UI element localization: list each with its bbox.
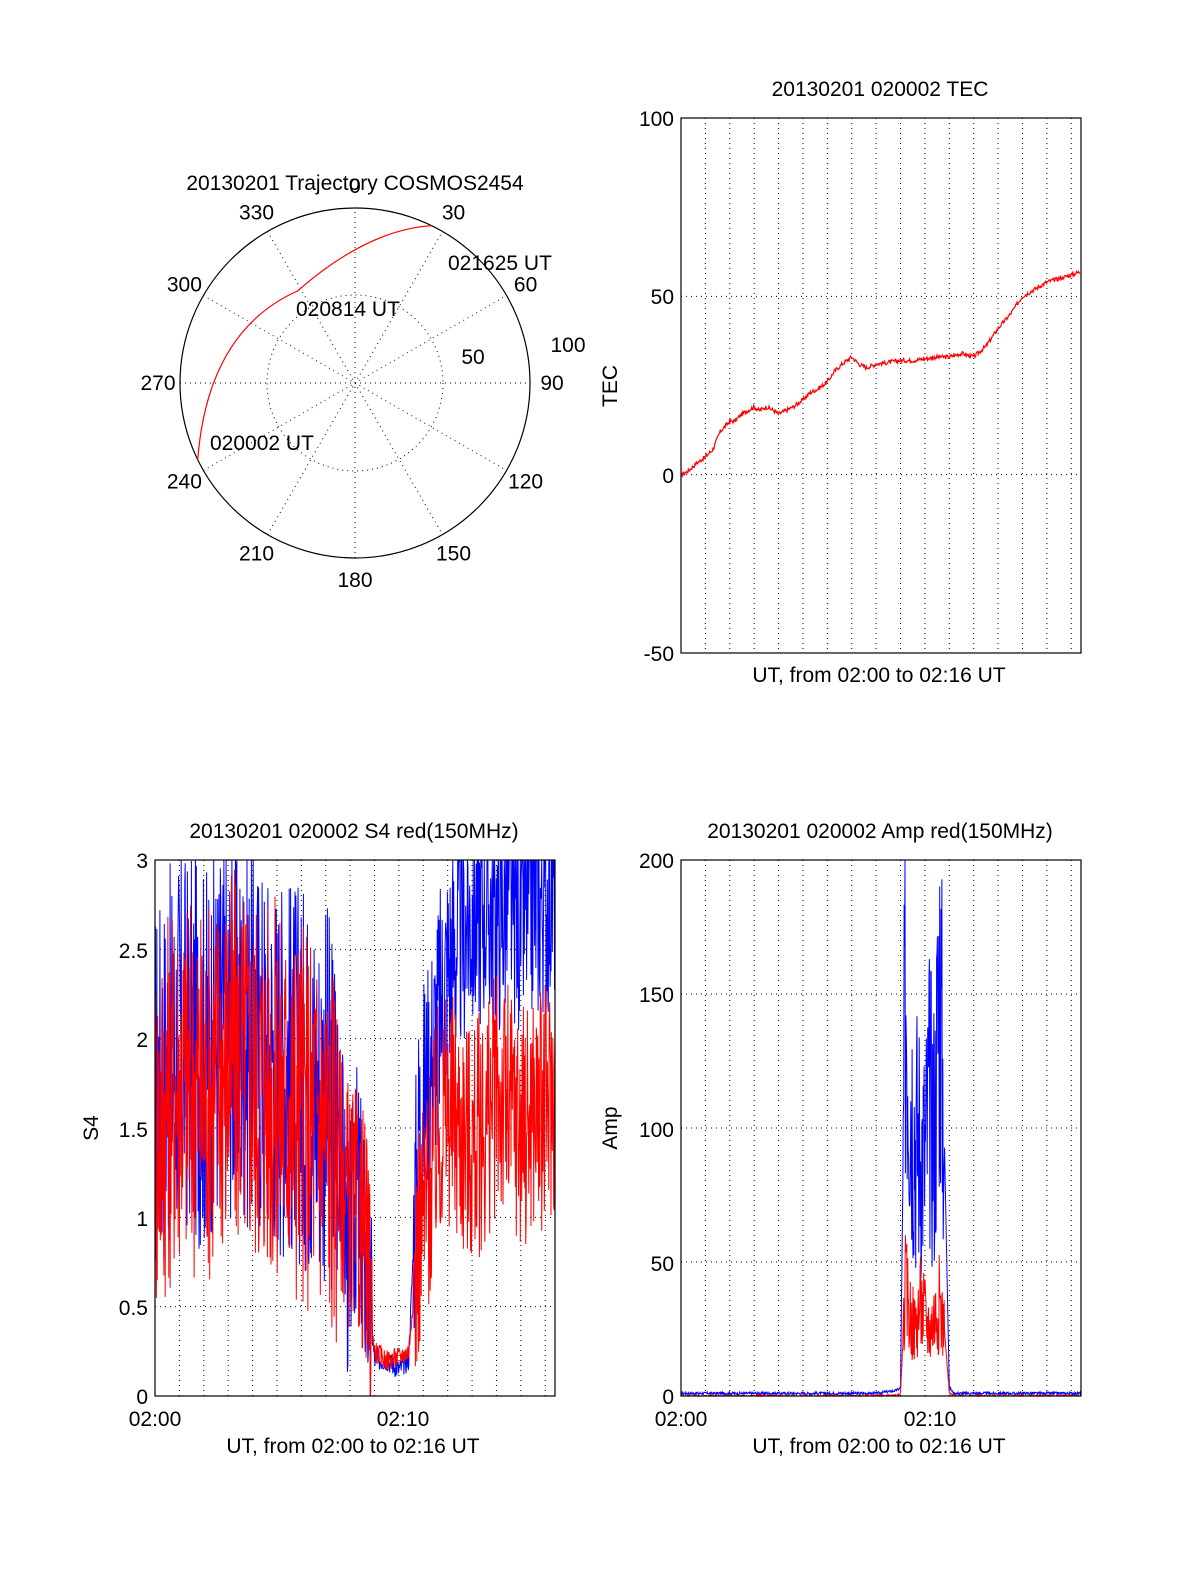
polar-radial-label-50: 50 — [461, 346, 484, 369]
polar-trajectory-panel: 20130201 Trajectory COSMOS2454 0 30 60 90 12… — [140, 172, 585, 592]
tec-series-group — [680, 269, 1082, 479]
tec-ytick-0: 0 — [662, 465, 674, 488]
s4-series-group — [154, 859, 556, 1397]
s4-plot-frame — [154, 859, 556, 1397]
polar-radial-label-100: 100 — [550, 334, 585, 357]
s4-panel: 20130201 020002 S4 red(150MHz) 3 2.5 2 1… — [80, 820, 556, 1458]
s4-xtick-0210: 02:10 — [377, 1408, 430, 1431]
s4-ylabel: S4 — [80, 1115, 103, 1141]
tec-grid — [681, 118, 1081, 653]
s4-ytick-0-5: 0.5 — [119, 1297, 148, 1320]
tec-ytick-100: 100 — [639, 108, 674, 131]
amp-panel: 20130201 020002 Amp red(150MHz) 200 150 … — [599, 820, 1082, 1458]
polar-title: 20130201 Trajectory COSMOS2454 — [186, 172, 524, 195]
s4-ytick-3: 3 — [136, 850, 148, 873]
series-line-2 — [154, 869, 556, 1397]
tec-panel: 20130201 020002 TEC 100 50 0 -50 TEC UT,… — [599, 78, 1082, 687]
polar-azimuth-label: 330 — [239, 201, 274, 224]
s4-title: 20130201 020002 S4 red(150MHz) — [189, 820, 518, 843]
amp-ytick-0: 0 — [662, 1386, 674, 1409]
s4-xlabel: UT, from 02:00 to 02:16 UT — [226, 1435, 479, 1458]
polar-inner-circle — [266, 294, 444, 472]
amp-ytick-100: 100 — [639, 1119, 674, 1142]
amp-ytick-50: 50 — [651, 1253, 674, 1276]
amp-plot-frame — [680, 859, 1082, 1397]
amp-ytick-200: 200 — [639, 850, 674, 873]
s4-xtick-0200: 02:00 — [129, 1408, 182, 1431]
tec-ytick-minus50: -50 — [644, 643, 674, 666]
polar-azimuth-labels: 0 30 60 90 120 150 180 210 240 270 300 330 — [140, 175, 563, 592]
series-line-1 — [680, 269, 1082, 479]
series-line-2 — [680, 1235, 1082, 1398]
amp-xtick-0200: 02:00 — [655, 1408, 708, 1431]
polar-time-label-mid: 020814 UT — [296, 298, 400, 321]
polar-azimuth-label: 210 — [239, 543, 274, 566]
tec-title: 20130201 020002 TEC — [772, 78, 989, 101]
amp-title: 20130201 020002 Amp red(150MHz) — [707, 820, 1053, 843]
s4-ytick-0: 0 — [136, 1386, 148, 1409]
polar-azimuth-label: 30 — [442, 201, 465, 224]
polar-azimuth-label: 90 — [540, 372, 563, 395]
amp-ytick-150: 150 — [639, 984, 674, 1007]
polar-time-label-start: 020002 UT — [210, 432, 314, 455]
polar-azimuth-label: 0 — [349, 175, 361, 198]
s4-ytick-1: 1 — [136, 1208, 148, 1231]
polar-azimuth-label: 60 — [514, 274, 537, 297]
s4-ytick-1-5: 1.5 — [119, 1119, 148, 1142]
amp-ylabel: Amp — [599, 1106, 622, 1149]
tec-plot-frame — [680, 117, 1082, 654]
polar-azimuth-label: 120 — [508, 471, 543, 494]
amp-xtick-0210: 02:10 — [904, 1408, 957, 1431]
polar-azimuth-label: 270 — [140, 372, 175, 395]
tec-ytick-50: 50 — [651, 286, 674, 309]
polar-azimuth-label: 300 — [167, 274, 202, 297]
s4-ytick-2: 2 — [136, 1029, 148, 1052]
polar-spokes — [180, 208, 530, 558]
polar-spoke — [267, 231, 443, 535]
amp-grid — [681, 860, 1081, 1396]
polar-azimuth-label: 180 — [337, 569, 372, 592]
tec-ylabel: TEC — [599, 365, 622, 407]
polar-azimuth-label: 240 — [167, 471, 202, 494]
polar-time-label-end: 021625 UT — [448, 252, 552, 275]
amp-xlabel: UT, from 02:00 to 02:16 UT — [752, 1435, 1005, 1458]
series-line-1 — [680, 859, 1082, 1397]
tec-xlabel: UT, from 02:00 to 02:16 UT — [752, 664, 1005, 687]
polar-trajectory-track — [197, 225, 432, 460]
polar-azimuth-label: 150 — [436, 543, 471, 566]
s4-ytick-2-5: 2.5 — [119, 940, 148, 963]
